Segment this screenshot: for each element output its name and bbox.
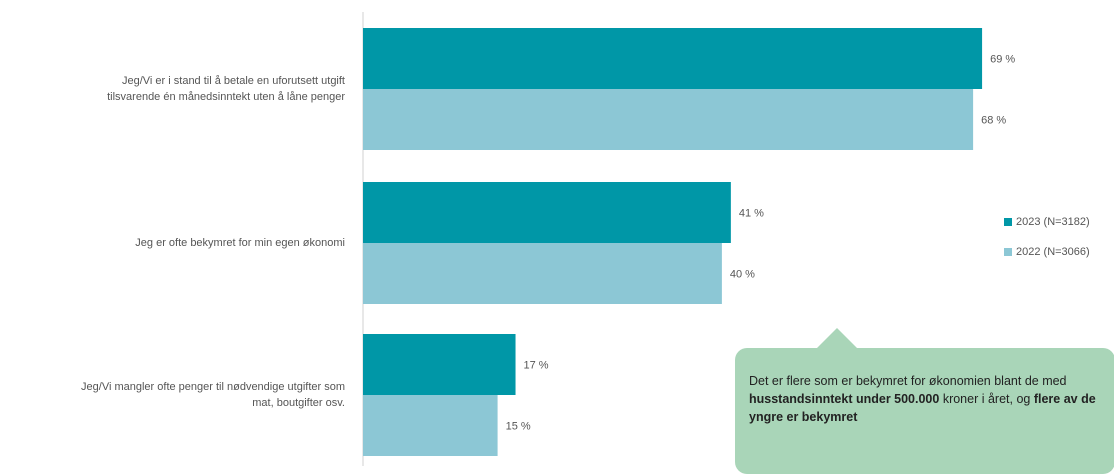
category-label-line: Jeg/Vi er i stand til å betale en uforut… xyxy=(122,75,345,87)
category-label-line: Jeg er ofte bekymret for min egen økonom… xyxy=(135,237,345,249)
data-label-2022-cat1: 68 % xyxy=(981,115,1006,127)
data-label-2022-cat3: 15 % xyxy=(506,421,531,433)
data-label-2023-cat1: 69 % xyxy=(990,54,1015,66)
annotation-callout: Det er flere som er bekymret for økonomi… xyxy=(735,348,1114,474)
category-label-line: tilsvarende én månedsinntekt uten å låne… xyxy=(107,91,345,103)
callout-text: blant de med xyxy=(994,374,1067,388)
bar-2023-cat3 xyxy=(363,334,516,395)
legend-item-2023: 2023 (N=3182) xyxy=(1004,216,1090,228)
bar-2022-cat1 xyxy=(363,89,974,150)
bar-2023-cat2 xyxy=(363,182,731,243)
callout-text: kroner i året, og xyxy=(939,392,1034,406)
bar-2022-cat2 xyxy=(363,243,722,304)
legend-swatch-2022 xyxy=(1004,248,1012,256)
category-label-line: Jeg/Vi mangler ofte penger til nødvendig… xyxy=(81,381,345,393)
category-label-3: Jeg/Vi mangler ofte penger til nødvendig… xyxy=(20,379,345,411)
callout-text: Det er flere som er bekymret for økonomi… xyxy=(749,374,995,388)
legend-label-2023: 2023 (N=3182) xyxy=(1016,216,1090,228)
category-label-2: Jeg er ofte bekymret for min egen økonom… xyxy=(20,235,345,251)
callout-emphasis: husstandsinntekt under 500.000 xyxy=(749,392,940,406)
data-label-2023-cat2: 41 % xyxy=(739,208,764,220)
bar-2022-cat3 xyxy=(363,395,498,456)
category-label-1: Jeg/Vi er i stand til å betale en uforut… xyxy=(20,73,345,105)
callout-emphasis: flere av de yngre er bekymret xyxy=(749,392,1096,424)
legend-swatch-2023 xyxy=(1004,218,1012,226)
data-label-2023-cat3: 17 % xyxy=(524,360,549,372)
data-label-2022-cat2: 40 % xyxy=(730,269,755,281)
category-label-line: mat, boutgifter osv. xyxy=(252,397,345,409)
legend-item-2022: 2022 (N=3066) xyxy=(1004,246,1090,258)
bar-2023-cat1 xyxy=(363,28,983,89)
callout-pointer xyxy=(815,328,859,350)
legend-label-2022: 2022 (N=3066) xyxy=(1016,246,1090,258)
